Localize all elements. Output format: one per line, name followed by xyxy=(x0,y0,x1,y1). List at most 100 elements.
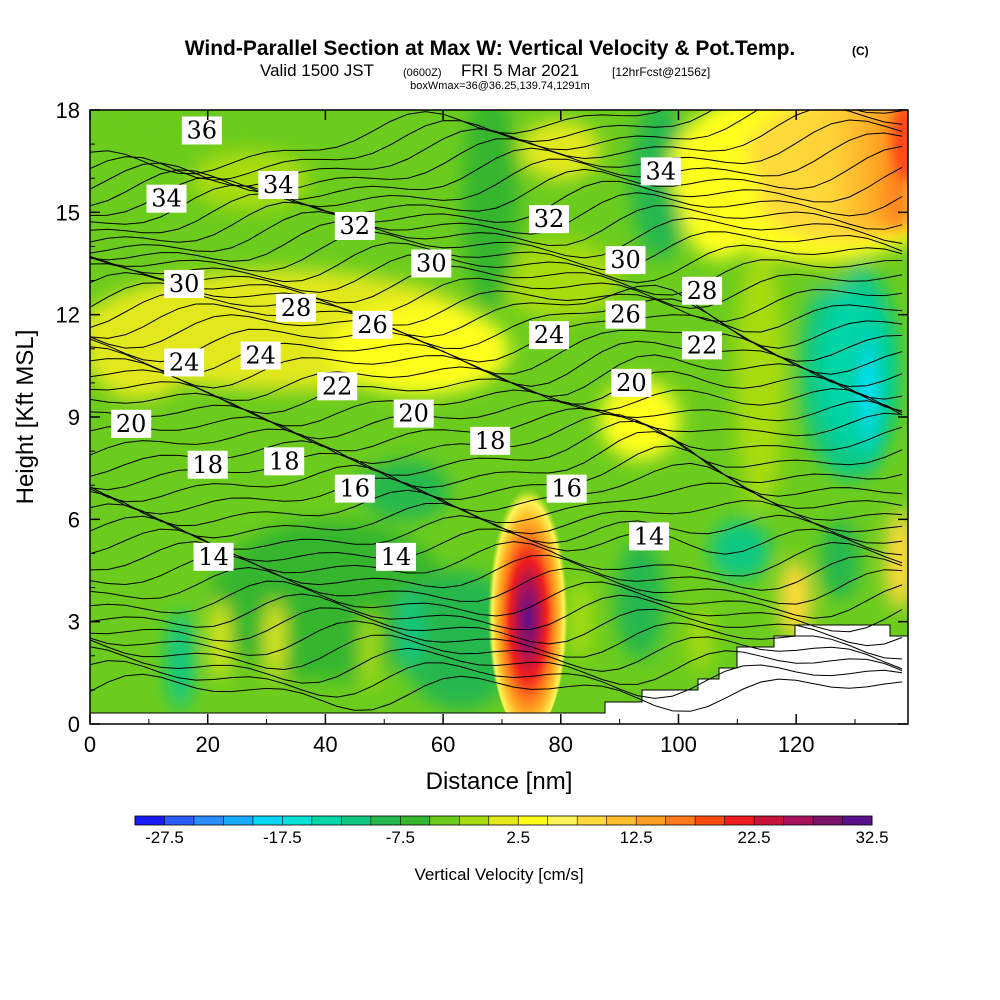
colorbar-tick-label: 12.5 xyxy=(620,828,653,847)
contour-label-text: 26 xyxy=(357,311,388,339)
colorbar-swatch xyxy=(724,816,755,825)
contour-label-box xyxy=(393,399,434,428)
colorbar-swatch xyxy=(370,816,401,825)
colorbar-swatch xyxy=(429,816,460,825)
theta-contour-line xyxy=(90,340,903,389)
contour-label: 14 xyxy=(376,542,417,571)
contour-label: 34 xyxy=(640,157,681,186)
theta-contour-line xyxy=(90,244,903,293)
contour-labels: 36 34 34 34 32 32 30 30 30 28 28 26 26 24 24 24 22 22 20 20… xyxy=(111,116,723,571)
contour-label-box xyxy=(258,171,299,200)
contour-label-box xyxy=(546,474,587,503)
contour-label: 14 xyxy=(629,522,670,551)
contour-label: 20 xyxy=(393,399,434,428)
copyright-mark: (C) xyxy=(852,44,869,58)
colorbar-swatch xyxy=(695,816,726,825)
contour-label: 20 xyxy=(611,368,652,397)
theta-contour-line xyxy=(90,166,903,243)
theta-contour-line xyxy=(90,354,903,401)
contour-label-box xyxy=(352,310,393,339)
contour-label-text: 28 xyxy=(281,294,312,322)
colorbar-tick-label: -17.5 xyxy=(263,828,302,847)
contour-label-box xyxy=(111,409,152,438)
colorbar-swatch xyxy=(341,816,372,825)
contour-label: 32 xyxy=(334,211,375,240)
x-axis-label: Distance [nm] xyxy=(426,768,573,795)
theta-contour-line xyxy=(90,231,903,283)
contour-label-box xyxy=(529,205,570,234)
theta-contour-line xyxy=(90,132,903,225)
colorbar-swatch xyxy=(842,816,873,825)
theta-contour-line xyxy=(90,314,903,363)
contour-label: 24 xyxy=(529,321,570,350)
contour-label: 18 xyxy=(470,426,511,455)
colorbar xyxy=(134,815,873,826)
contour-label-box xyxy=(164,348,205,377)
contour-label: 34 xyxy=(146,184,187,213)
chart-header: Wind-Parallel Section at Max W: Vertical… xyxy=(185,37,869,92)
colorbar-swatch xyxy=(577,816,608,825)
theta-contour-line xyxy=(90,660,903,699)
contour-label: 28 xyxy=(275,293,316,322)
theta-contour-line xyxy=(90,646,903,685)
contour-label-text: 20 xyxy=(116,410,147,438)
contour-label-text: 18 xyxy=(475,427,506,455)
contour-label-box xyxy=(605,246,646,275)
contour-label-box xyxy=(529,321,570,350)
theta-contour-line xyxy=(90,288,903,328)
contour-label-text: 20 xyxy=(616,369,647,397)
contour-label: 24 xyxy=(240,341,281,370)
contour-label-box xyxy=(164,269,205,298)
contour-label-text: 18 xyxy=(192,451,223,479)
contour-label-box xyxy=(376,542,417,571)
theta-contour-line xyxy=(90,110,903,190)
contour-label: 30 xyxy=(605,246,646,275)
colorbar-swatch xyxy=(518,816,549,825)
theta-contour-line xyxy=(90,388,903,427)
contour-label: 26 xyxy=(605,300,646,329)
contour-label: 18 xyxy=(187,450,228,479)
theta-contour-line xyxy=(90,145,903,234)
theta-contour-line xyxy=(90,445,903,503)
theta-contour-line xyxy=(90,205,903,262)
contour-label: 22 xyxy=(682,331,723,360)
contour-label-text: 30 xyxy=(169,270,200,298)
theta-contour-line xyxy=(90,593,903,633)
theta-contour-line xyxy=(90,110,664,175)
contour-label-text: 24 xyxy=(245,342,276,370)
y-axis-label: Height [Kft MSL] xyxy=(12,330,39,505)
contour-label-box xyxy=(470,426,511,455)
contour-label-box xyxy=(264,447,305,476)
valid-zulu: (0600Z) xyxy=(403,67,442,79)
y-tick-label: 12 xyxy=(56,303,80,328)
theta-contour-line xyxy=(90,620,903,660)
contour-label: 22 xyxy=(317,372,358,401)
x-tick-label: 60 xyxy=(431,732,455,757)
theta-contour-line xyxy=(90,259,903,304)
contour-label: 18 xyxy=(264,447,305,476)
colorbar-tick-label: -7.5 xyxy=(386,828,415,847)
theta-contour-line xyxy=(90,329,903,376)
contour-label-text: 18 xyxy=(269,447,300,475)
theta-contour-line xyxy=(90,370,903,415)
valid-date: FRI 5 Mar 2021 xyxy=(461,61,579,80)
contour-label-text: 20 xyxy=(398,400,429,428)
contour-label-box xyxy=(240,341,281,370)
theta-contour-line xyxy=(90,607,903,647)
contour-label-box xyxy=(187,450,228,479)
contour-label-text: 22 xyxy=(687,331,718,359)
theta-contour-line xyxy=(90,273,903,315)
contour-label-text: 26 xyxy=(610,301,641,329)
contour-label-box xyxy=(605,300,646,329)
velocity-field xyxy=(90,110,908,724)
colorbar-tick-label: -27.5 xyxy=(145,828,184,847)
contour-label-text: 14 xyxy=(381,543,412,571)
contour-label-text: 24 xyxy=(534,321,565,349)
chart-title: Wind-Parallel Section at Max W: Vertical… xyxy=(185,37,796,60)
theta-contour-line xyxy=(90,119,903,216)
colorbar-swatch xyxy=(754,816,785,825)
contour-label-box xyxy=(334,211,375,240)
contour-label: 34 xyxy=(258,171,299,200)
contour-label-box xyxy=(682,276,723,305)
